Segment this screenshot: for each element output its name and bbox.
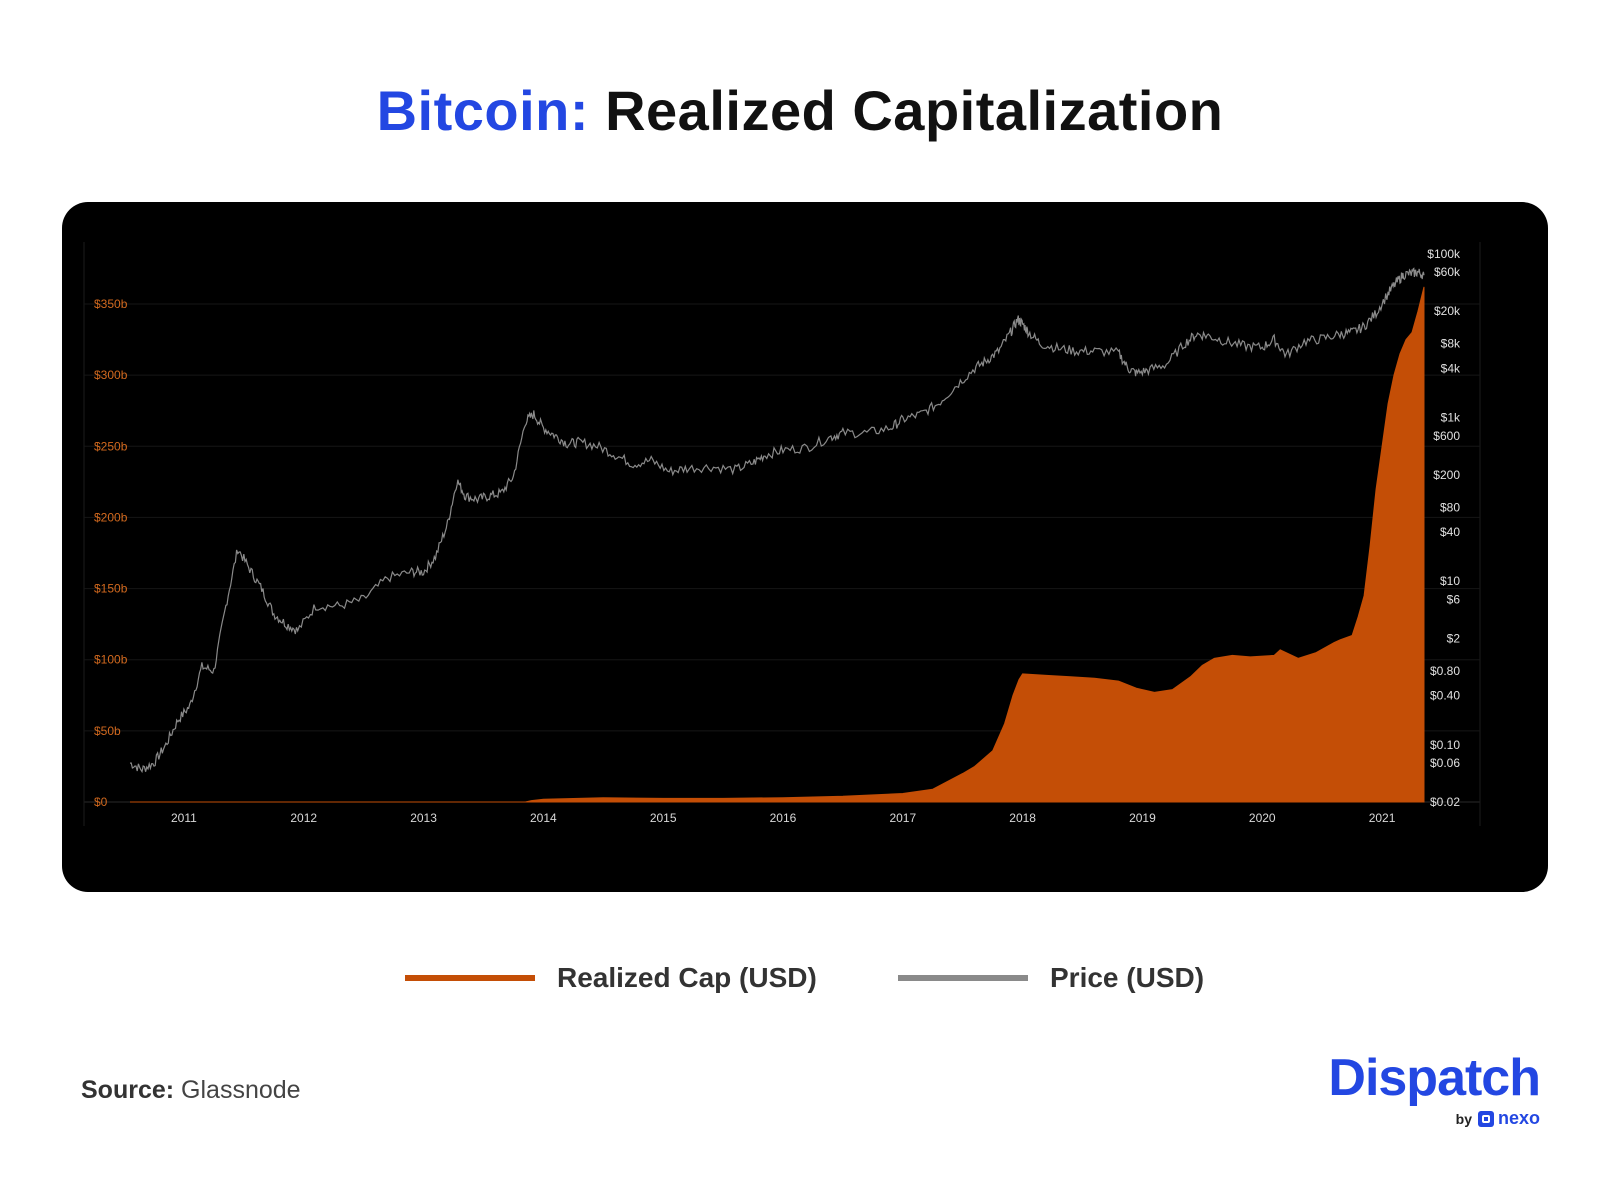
right-axis-tick-label: $1k: [1441, 411, 1461, 425]
brand-logo: Dispatch by nexo: [1300, 1049, 1541, 1132]
right-axis-tick-label: $4k: [1441, 361, 1461, 375]
source-value: Glassnode: [181, 1076, 301, 1104]
title-accent: Bitcoin:: [376, 79, 590, 142]
x-axis-tick-label: 2013: [410, 811, 437, 825]
left-axis-tick-label: $50b: [94, 724, 121, 738]
right-axis-tick-label: $0.10: [1430, 738, 1460, 752]
chart-title: Bitcoin: Realized Capitalization: [0, 78, 1600, 143]
right-axis-tick-label: $0.40: [1430, 689, 1460, 703]
chart-panel: $0 $50b $100b $150b $200b $250b $300b $350b $0.0…: [62, 202, 1548, 892]
right-axis-tick-label: $6: [1447, 592, 1461, 606]
legend-label-price: Price (USD): [1050, 962, 1205, 993]
left-axis-tick-label: $100b: [94, 653, 128, 667]
right-axis-tick-label: $20k: [1434, 304, 1461, 318]
legend-item-realized-cap: Realized Cap (USD): [405, 958, 817, 998]
x-axis-tick-label: 2020: [1249, 811, 1276, 825]
left-axis-tick-label: $200b: [94, 510, 128, 524]
nexo-logo-icon: [1477, 1110, 1494, 1127]
x-axis-tick-label: 2019: [1129, 811, 1156, 825]
x-axis-tick-label: 2016: [770, 811, 797, 825]
left-axis-tick-label: $250b: [94, 439, 128, 453]
x-axis-tick-label: 2021: [1369, 811, 1396, 825]
source-key: Source:: [81, 1076, 175, 1104]
x-axis-tick-label: 2017: [889, 811, 916, 825]
legend: Realized Cap (USD) Price (USD): [0, 958, 1600, 998]
left-axis-tick-label: $350b: [94, 297, 128, 311]
right-axis-tick-label: $2: [1447, 631, 1461, 645]
legend-item-price: Price (USD): [898, 958, 1204, 998]
chart-plot: $0 $50b $100b $150b $200b $250b $300b $350b $0.0…: [83, 242, 1481, 826]
brand-by: by: [1455, 1110, 1472, 1127]
source-note: Source: Glassnode: [81, 1076, 301, 1105]
right-axis-tick-label: $40: [1440, 525, 1460, 539]
left-axis-tick-label: $300b: [94, 368, 128, 382]
left-axis-tick-label: $150b: [94, 582, 128, 596]
left-axis-tick-label: $0: [94, 795, 108, 809]
x-axis-tick-label: 2015: [650, 811, 677, 825]
right-axis-tick-label: $0.80: [1430, 664, 1460, 678]
right-axis-tick-label: $10: [1440, 574, 1460, 588]
right-axis-tick-label: $60k: [1434, 265, 1461, 279]
brand-partner: nexo: [1497, 1108, 1540, 1128]
brand-name: Dispatch: [1328, 1049, 1541, 1107]
right-axis-tick-label: $0.02: [1430, 795, 1460, 809]
x-axis-tick-label: 2011: [171, 811, 197, 825]
right-axis-tick-label: $100k: [1427, 247, 1461, 261]
series-realized-cap-area: [130, 286, 1425, 803]
right-axis-tick-label: $0.06: [1430, 756, 1460, 770]
brand-sub: by nexo: [1456, 1108, 1540, 1129]
right-axis-tick-label: $200: [1433, 468, 1460, 482]
x-axis-tick-label: 2014: [530, 811, 557, 825]
legend-swatch-realized-cap: [405, 975, 535, 981]
right-axis-tick-label: $80: [1440, 500, 1460, 514]
title-main: Realized Capitalization: [605, 79, 1224, 142]
legend-label-realized-cap: Realized Cap (USD): [557, 962, 817, 993]
x-axis-tick-label: 2018: [1009, 811, 1036, 825]
series-price-line: [129, 267, 1425, 774]
legend-swatch-price: [898, 975, 1028, 981]
right-axis-tick-label: $600: [1433, 429, 1460, 443]
x-axis-tick-label: 2012: [290, 811, 317, 825]
right-axis-tick-label: $8k: [1441, 337, 1461, 351]
